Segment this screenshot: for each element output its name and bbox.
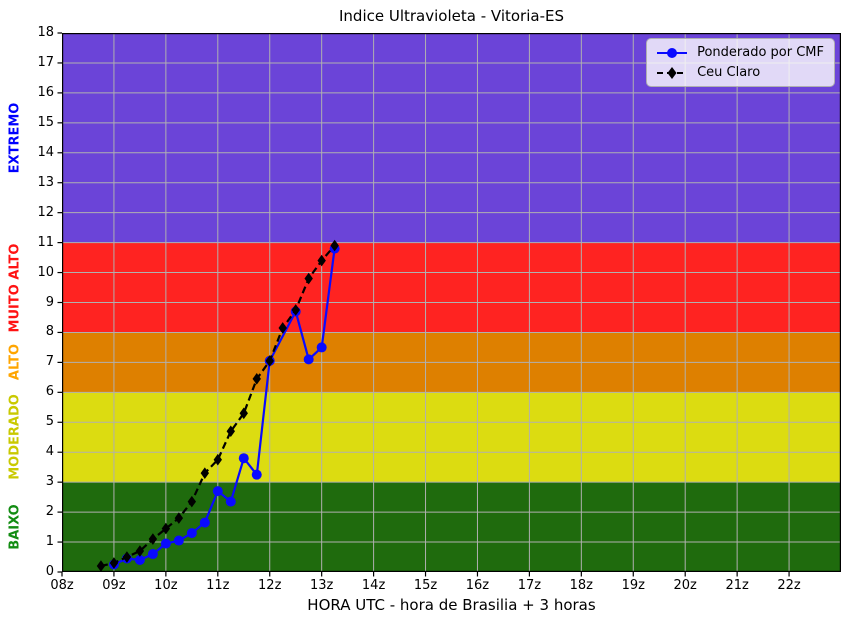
data-point-diamond bbox=[278, 322, 287, 334]
y-tick-label: 15 bbox=[37, 114, 54, 130]
y-tick-label: 3 bbox=[45, 474, 54, 490]
band-rect-moderado bbox=[62, 392, 841, 483]
x-tick-label: 22z bbox=[777, 578, 801, 593]
legend-label: Ponderado por CMF bbox=[697, 45, 824, 60]
band-rect-baixo bbox=[62, 482, 841, 572]
data-point-diamond bbox=[317, 254, 326, 267]
data-point-circle bbox=[134, 555, 145, 566]
data-point-circle bbox=[316, 342, 327, 353]
legend-entry-ponderado-por-cmf: Ponderado por CMF bbox=[655, 45, 824, 60]
data-point-diamond bbox=[213, 453, 222, 466]
data-point-diamond bbox=[265, 355, 274, 367]
band-label-moderado: MODERADO bbox=[7, 394, 23, 481]
data-point-circle bbox=[199, 517, 210, 528]
x-tick-label: 08z bbox=[50, 578, 74, 593]
y-tick-label: 10 bbox=[37, 264, 54, 280]
x-tick-label: 18z bbox=[569, 578, 594, 593]
data-point-diamond bbox=[200, 467, 210, 479]
y-tick-label: 11 bbox=[37, 234, 54, 250]
legend-dashed-diamond-icon bbox=[657, 66, 688, 79]
data-point-circle bbox=[251, 469, 262, 480]
x-tick-label: 11z bbox=[206, 578, 230, 593]
legend-entry-ceu-claro: Ceu Claro bbox=[655, 65, 824, 80]
x-tick-label: 14z bbox=[361, 578, 386, 593]
y-tick-label: 2 bbox=[45, 504, 54, 520]
data-point-diamond bbox=[109, 557, 119, 569]
x-tick-label: 19z bbox=[621, 578, 645, 593]
y-tick-label: 13 bbox=[37, 174, 54, 190]
x-tick-label: 13z bbox=[309, 578, 334, 593]
x-tick-label: 17z bbox=[517, 578, 542, 593]
legend-label: Ceu Claro bbox=[697, 65, 761, 80]
data-point-diamond bbox=[148, 533, 158, 545]
x-tick-label: 16z bbox=[465, 578, 490, 593]
data-point-circle bbox=[303, 354, 314, 365]
legend: Ponderado por CMF Ceu Claro bbox=[646, 38, 835, 87]
x-tick-label: 09z bbox=[102, 578, 126, 593]
y-tick-label: 18 bbox=[37, 25, 54, 40]
y-tick-label: 16 bbox=[37, 84, 54, 100]
data-point-diamond bbox=[226, 425, 235, 438]
y-tick-label: 9 bbox=[45, 294, 54, 310]
band-rect-muito-alto bbox=[62, 242, 841, 333]
x-axis-title: HORA UTC - hora de Brasilia + 3 horas bbox=[307, 596, 596, 614]
axes-spine bbox=[62, 33, 841, 572]
x-tick-label: 10z bbox=[154, 578, 178, 593]
data-point-diamond bbox=[304, 272, 313, 285]
y-tick-label: 14 bbox=[37, 144, 54, 160]
legend-line-circle-icon bbox=[657, 47, 688, 58]
data-point-diamond bbox=[291, 304, 300, 316]
x-tick-label: 20z bbox=[673, 578, 697, 593]
data-point-circle bbox=[212, 486, 223, 497]
data-point-diamond bbox=[252, 373, 261, 385]
y-tick-label: 4 bbox=[45, 444, 54, 460]
x-tick-label: 15z bbox=[413, 578, 438, 593]
data-point-diamond bbox=[122, 551, 132, 563]
data-point-diamond bbox=[239, 407, 248, 420]
chart-title: Indice Ultravioleta - Vitoria-ES bbox=[339, 7, 564, 25]
data-point-diamond bbox=[161, 522, 171, 535]
band-label-muito-alto: MUITO ALTO bbox=[7, 243, 23, 332]
data-point-circle bbox=[173, 535, 184, 546]
y-tick-label: 7 bbox=[45, 354, 54, 370]
plot-area: Ponderado por CMF Ceu Claro bbox=[57, 32, 841, 577]
y-tick-label: 12 bbox=[37, 204, 54, 220]
data-point-diamond bbox=[187, 495, 197, 508]
y-tick-label: 6 bbox=[45, 384, 54, 400]
data-point-circle bbox=[186, 528, 197, 539]
y-tick-label: 8 bbox=[45, 324, 54, 340]
data-point-circle bbox=[147, 549, 158, 560]
x-tick-label: 12z bbox=[258, 578, 282, 593]
data-point-diamond bbox=[330, 239, 339, 252]
data-point-diamond bbox=[135, 545, 145, 557]
y-tick-label: 0 bbox=[45, 564, 54, 579]
y-tick-label: 5 bbox=[45, 414, 54, 430]
data-point-diamond bbox=[174, 512, 184, 524]
data-point-circle bbox=[160, 538, 171, 549]
y-tick-label: 17 bbox=[37, 54, 54, 70]
data-point-circle bbox=[225, 496, 236, 507]
band-label-extremo: EXTREMO bbox=[7, 102, 23, 174]
x-tick-label: 21z bbox=[725, 578, 749, 593]
data-point-diamond bbox=[96, 560, 106, 572]
chart-canvas bbox=[57, 32, 841, 577]
data-point-circle bbox=[238, 453, 249, 464]
y-tick-label: 1 bbox=[45, 534, 54, 550]
